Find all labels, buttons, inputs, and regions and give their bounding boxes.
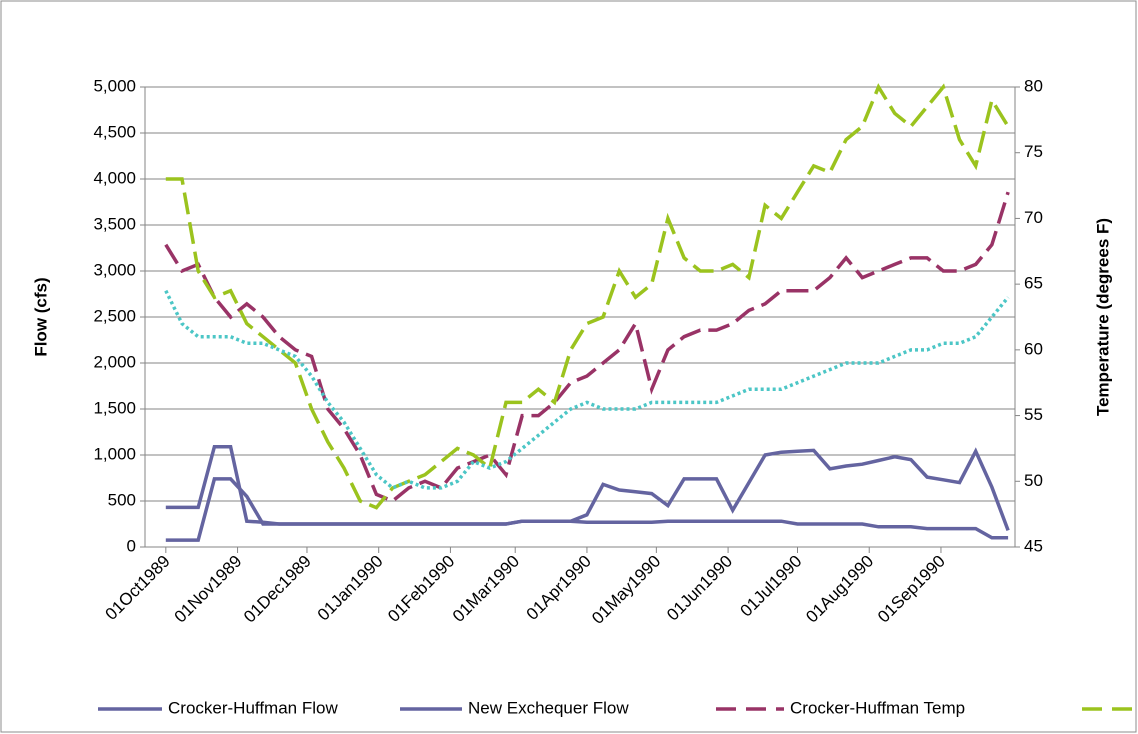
y2-tick-label: 45 <box>1024 536 1043 555</box>
y2-tick-label: 60 <box>1024 339 1043 358</box>
y-tick-label: 3,500 <box>93 214 136 233</box>
y-tick-label: 3,000 <box>93 260 136 279</box>
series-line <box>164 289 1010 490</box>
series-line <box>164 191 1010 504</box>
y-tick-label: 1,000 <box>93 444 136 463</box>
y-tick-label: 4,000 <box>93 168 136 187</box>
legend-label: Crocker-Huffman Temp <box>790 698 965 717</box>
y2-tick-label: 55 <box>1024 405 1043 424</box>
y-tick-label: 2,000 <box>93 352 136 371</box>
y2-tick-label: 50 <box>1024 471 1043 490</box>
y-axis-title: Flow (cfs) <box>31 277 50 356</box>
legend-label: New Exchequer Flow <box>468 698 629 717</box>
y2-tick-label: 80 <box>1024 76 1043 95</box>
series-line <box>165 444 1010 532</box>
y-tick-label: 0 <box>127 536 136 555</box>
y2-tick-label: 65 <box>1024 274 1043 293</box>
y-tick-label: 2,500 <box>93 306 136 325</box>
y2-tick-label: 70 <box>1024 208 1043 227</box>
legend-label: Crocker-Huffman Flow <box>168 698 338 717</box>
series-line <box>165 83 1010 510</box>
y-tick-label: 5,000 <box>93 76 136 95</box>
y-tick-label: 4,500 <box>93 122 136 141</box>
y2-axis-title: Temperature (degrees F) <box>1093 218 1112 416</box>
y2-tick-label: 75 <box>1024 142 1043 161</box>
y-tick-label: 500 <box>108 490 136 509</box>
y-tick-label: 1,500 <box>93 398 136 417</box>
